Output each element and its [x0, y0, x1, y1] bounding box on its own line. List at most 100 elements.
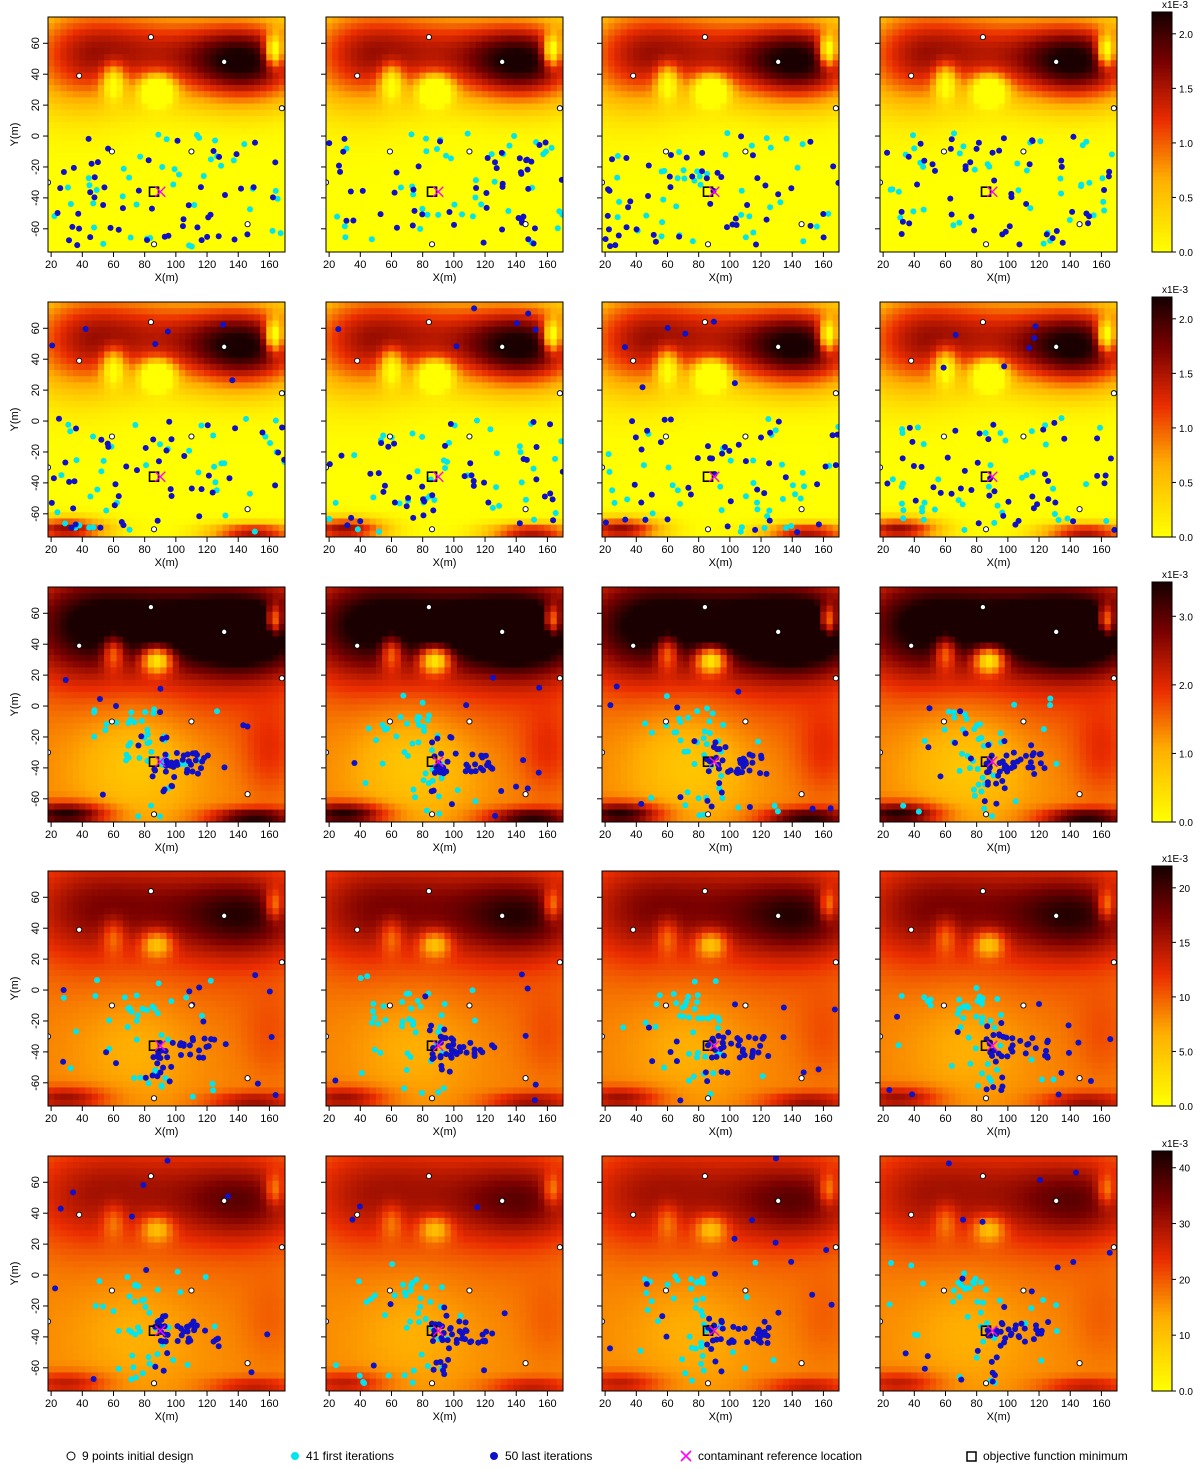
- heat-cell: [444, 128, 452, 136]
- heat-cell: [556, 165, 563, 173]
- heat-cell: [494, 134, 502, 142]
- heat-cell: [216, 47, 224, 55]
- heat-cell: [357, 239, 365, 247]
- heat-cell: [363, 29, 371, 37]
- heat-cell: [450, 72, 458, 80]
- heat-cell: [326, 233, 333, 241]
- heat-cell: [85, 122, 93, 129]
- heat-cell: [658, 23, 665, 30]
- heat-cell: [531, 221, 539, 228]
- heat-cell: [425, 66, 433, 74]
- heat-cell: [820, 146, 828, 154]
- heat-cell: [197, 103, 205, 111]
- heat-cell: [419, 239, 427, 247]
- heat-cell: [820, 91, 828, 98]
- heat-cell: [210, 35, 217, 43]
- heat-cell: [892, 54, 900, 61]
- heat-cell: [185, 128, 193, 136]
- x-tick-label: 80: [139, 259, 151, 271]
- heat-cell: [450, 190, 458, 197]
- heat-cell: [795, 91, 803, 98]
- heat-cell: [425, 128, 433, 136]
- first-iteration-point: [464, 130, 471, 137]
- heat-cell: [344, 239, 352, 247]
- heat-cell: [104, 245, 111, 252]
- heat-cell: [892, 239, 900, 247]
- heat-cell: [344, 153, 352, 160]
- heat-cell: [332, 115, 340, 123]
- heat-cell: [670, 97, 678, 105]
- heat-cell: [154, 103, 161, 111]
- heat-cell: [506, 122, 514, 129]
- heat-cell: [720, 66, 728, 74]
- heat-cell: [689, 109, 697, 117]
- heat-cell: [438, 245, 446, 252]
- heat-cell: [651, 221, 659, 228]
- heat-cell: [413, 190, 421, 197]
- heat-cell: [344, 109, 352, 117]
- heat-cell: [210, 66, 217, 74]
- heat-cell: [714, 227, 722, 235]
- heat-cell: [91, 29, 99, 37]
- last-iteration-point: [419, 211, 426, 218]
- heat-cell: [413, 35, 421, 43]
- heat-cell: [726, 227, 734, 235]
- heat-cell: [166, 72, 174, 80]
- heat-cell: [645, 103, 653, 111]
- heat-cell: [191, 134, 199, 142]
- heat-cell: [683, 54, 690, 61]
- heat-cell: [210, 208, 217, 216]
- heat-cell: [369, 23, 377, 30]
- heat-cell: [770, 153, 778, 160]
- heat-cell: [720, 196, 728, 204]
- heat-cell: [222, 221, 230, 228]
- heat-cell: [506, 66, 514, 74]
- heat-cell: [720, 41, 728, 49]
- heat-cell: [141, 214, 149, 222]
- heat-cell: [419, 140, 427, 148]
- heat-cell: [556, 47, 563, 55]
- heat-cell: [814, 183, 821, 191]
- heat-cell: [413, 214, 421, 222]
- heat-cell: [432, 23, 439, 30]
- heat-cell: [154, 208, 161, 216]
- heat-cell: [388, 29, 396, 37]
- heat-cell: [382, 115, 389, 123]
- heat-cell: [247, 140, 255, 148]
- heat-cell: [739, 91, 747, 98]
- heat-cell: [216, 140, 224, 148]
- heat-cell: [814, 171, 821, 179]
- heat-cell: [676, 177, 684, 185]
- heat-cell: [154, 47, 161, 55]
- heat-cell: [369, 97, 377, 105]
- heat-cell: [425, 140, 433, 148]
- heat-cell: [739, 153, 747, 160]
- last-iteration-point: [87, 189, 94, 196]
- heat-cell: [695, 183, 703, 191]
- heat-cell: [235, 196, 242, 204]
- heat-cell: [266, 17, 274, 24]
- heat-cell: [375, 233, 383, 241]
- heat-cell: [832, 60, 839, 68]
- heat-cell: [776, 66, 784, 74]
- heat-cell: [197, 85, 205, 92]
- heat-cell: [135, 183, 143, 191]
- heat-cell: [832, 202, 839, 210]
- heat-cell: [463, 115, 471, 123]
- heat-cell: [463, 122, 471, 129]
- heat-cell: [122, 66, 130, 74]
- heat-cell: [689, 17, 697, 24]
- heat-cell: [332, 17, 340, 24]
- heat-cell: [444, 239, 452, 247]
- heat-cell: [66, 103, 74, 111]
- heat-cell: [726, 97, 734, 105]
- heat-cell: [350, 221, 358, 228]
- heat-cell: [789, 103, 796, 111]
- heat-cell: [172, 134, 180, 142]
- heat-cell: [664, 202, 672, 210]
- heat-cell: [757, 153, 765, 160]
- heat-cell: [695, 66, 703, 74]
- heat-cell: [425, 165, 433, 173]
- heat-cell: [369, 54, 377, 61]
- objective-minimum-marker: [426, 186, 438, 198]
